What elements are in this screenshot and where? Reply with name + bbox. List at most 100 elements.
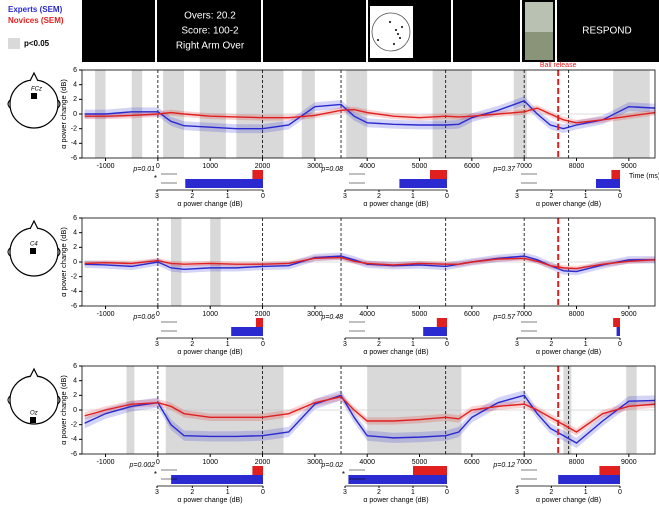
x-tick-label: 5000	[412, 311, 428, 318]
inset-tick-label: 1	[226, 489, 230, 496]
x-tick-label: 9000	[621, 311, 637, 318]
ear	[57, 395, 61, 405]
inset-bracket	[349, 469, 365, 480]
inset-bar	[595, 179, 620, 188]
inset-tick-label: 1	[584, 341, 588, 348]
p-value: p=0.37	[492, 166, 516, 173]
inset-tick-label: 2	[190, 489, 194, 496]
x-tick-label: -1000	[97, 311, 115, 318]
legend-sig-swatch	[8, 38, 20, 49]
legend-entry: Experts (SEM)	[8, 5, 63, 14]
series-line	[84, 394, 656, 444]
ear	[7, 395, 11, 405]
inset-bracket	[521, 173, 537, 184]
stimulus-separators	[155, 0, 557, 62]
inset-tick-label: 0	[445, 489, 449, 496]
sig-star: *	[154, 470, 157, 479]
x-tick-label: 0	[156, 459, 160, 466]
x-tick-label: 3000	[307, 163, 323, 170]
inset-bar	[430, 170, 447, 179]
inset-bar	[231, 327, 263, 336]
nose	[29, 71, 39, 82]
stimulus-line: Right Arm Over	[176, 41, 245, 52]
inset-tick-label: 0	[261, 193, 265, 200]
p-value: p=0.57	[492, 314, 516, 321]
ear	[7, 247, 11, 257]
inset-tick-label: 2	[377, 489, 381, 496]
inset-axis-label: α power change (dB)	[363, 349, 428, 356]
inset-bar	[255, 318, 263, 327]
x-tick-label: 9000	[621, 163, 637, 170]
inset-bar	[252, 466, 263, 475]
inset-tick-label: 1	[411, 489, 415, 496]
inset-tick-label: 0	[618, 193, 622, 200]
inset-bracket	[349, 173, 365, 184]
inset-tick-label: 1	[411, 341, 415, 348]
y-axis-label: α power change (dB)	[59, 79, 68, 149]
inset-bracket	[349, 321, 365, 332]
inset-tick-label: 2	[190, 193, 194, 200]
x-tick-label: 6000	[464, 459, 480, 466]
inset-bracket	[161, 173, 177, 184]
electrode-label: Oz	[30, 411, 38, 417]
x-tick-label: 3000	[307, 311, 323, 318]
inset-bar	[611, 170, 620, 179]
series-line	[84, 99, 656, 130]
y-tick-label: 2	[73, 96, 77, 103]
inset-axis-label: α power change (dB)	[363, 497, 428, 504]
y-tick-label: 6	[73, 363, 77, 370]
inset-tick-label: 0	[445, 341, 449, 348]
x-tick-label: 7000	[516, 311, 532, 318]
stimulus-line: Score: 100-2	[181, 26, 239, 37]
inset-bar	[599, 466, 620, 475]
stimulus-line: Overs: 20.2	[184, 11, 236, 22]
inset-bracket	[161, 469, 177, 480]
x-tick-label: 2000	[255, 311, 271, 318]
x-tick-label: 4000	[359, 163, 375, 170]
y-axis-label: α power change (dB)	[59, 227, 68, 297]
inset-axis-label: α power change (dB)	[363, 201, 428, 208]
inset-tick-label: 1	[226, 193, 230, 200]
x-tick-label: 4000	[359, 311, 375, 318]
field-circle	[371, 12, 411, 52]
field-diagram	[370, 6, 413, 58]
y-tick-label: -6	[71, 155, 77, 162]
x-tick-label: 8000	[569, 163, 585, 170]
photo-sky	[525, 2, 553, 32]
ear	[57, 99, 61, 109]
inset-bar	[171, 475, 263, 484]
y-tick-label: -4	[71, 436, 77, 443]
x-axis-label: Time (ms)	[629, 173, 659, 180]
y-tick-label: -6	[71, 303, 77, 310]
inset-tick-label: 2	[549, 193, 553, 200]
inset-tick-label: 3	[515, 341, 519, 348]
inset-tick-label: 2	[377, 193, 381, 200]
inset-tick-label: 3	[343, 489, 347, 496]
inset-bracket	[521, 469, 537, 480]
ear	[57, 247, 61, 257]
sem-band	[84, 393, 655, 436]
x-tick-label: 2000	[255, 459, 271, 466]
inset-bar	[558, 475, 620, 484]
y-tick-label: 0	[73, 259, 77, 266]
y-tick-label: -2	[71, 126, 77, 133]
inset-tick-label: 0	[618, 489, 622, 496]
inset-bar	[616, 327, 620, 336]
x-tick-label: -1000	[97, 459, 115, 466]
x-tick-label: 7000	[516, 163, 532, 170]
p-value: p=0.02	[320, 462, 343, 469]
inset-bar	[436, 318, 447, 327]
sem-band	[84, 105, 655, 126]
inset-bracket	[521, 321, 537, 332]
respond-label: RESPOND	[582, 26, 631, 37]
nose	[29, 367, 39, 378]
inset-bar	[613, 318, 620, 327]
y-tick-label: 0	[73, 407, 77, 414]
inset-tick-label: 3	[515, 489, 519, 496]
x-tick-label: 8000	[569, 459, 585, 466]
series-line	[84, 256, 656, 270]
y-tick-label: 6	[73, 67, 77, 74]
x-tick-label: 0	[156, 311, 160, 318]
x-tick-label: -1000	[97, 163, 115, 170]
inset-tick-label: 1	[411, 193, 415, 200]
